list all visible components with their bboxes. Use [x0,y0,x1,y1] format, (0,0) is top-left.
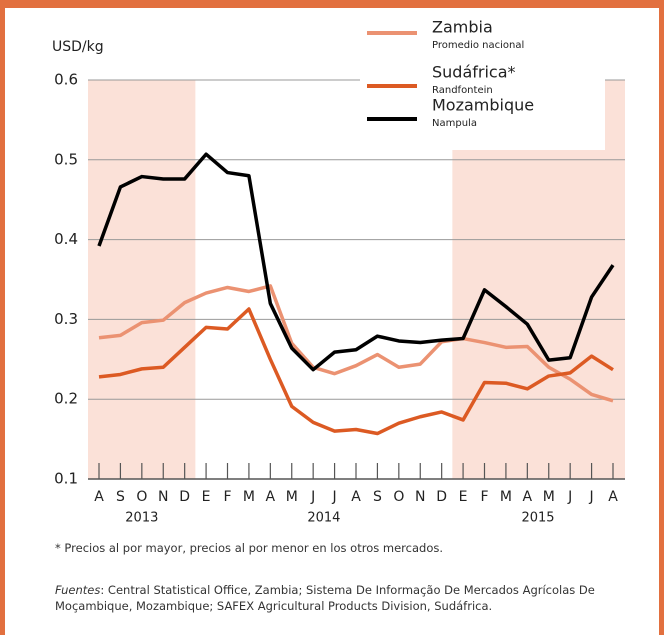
x-tick-label: N [415,489,425,505]
y-tick-label: 0.3 [54,310,78,328]
legend-note: Nampula [432,118,477,129]
x-tick-label: F [480,489,488,505]
x-tick-label: S [116,489,125,505]
year-label: 2014 [307,511,340,526]
x-tick-label: F [223,489,231,505]
legend-label: Mozambique [432,96,534,115]
source: Fuentes: Central Statistical Office, Zam… [55,582,645,614]
x-tick-label: S [373,489,382,505]
year-label: 2015 [521,511,554,526]
y-tick-label: 0.5 [54,150,78,168]
x-tick-label: J [567,489,572,505]
legend-label: Zambia [432,18,493,37]
x-tick-label: A [351,489,361,505]
y-axis-label: USD/kg [52,39,104,55]
x-tick-label: M [286,489,298,505]
series-line [98,284,614,403]
legend-note: Promedio nacional [432,40,524,51]
x-tick-label: A [608,489,618,505]
source-label: Fuentes [55,583,101,597]
source-text: : Central Statistical Office, Zambia; Si… [55,583,595,613]
footnote: * Precios al por mayor, precios al por m… [55,541,443,555]
y-tick-label: 0.1 [54,470,78,488]
x-tick-label: D [179,489,190,505]
x-tick-label: J [589,489,594,505]
x-tick-label: D [436,489,447,505]
x-tick-label: E [459,489,468,505]
x-tick-label: A [523,489,533,505]
series-line [98,307,614,436]
year-label: 2013 [125,511,158,526]
x-tick-label: A [266,489,276,505]
legend-note: Randfontein [432,85,493,96]
series-line [97,152,615,372]
x-tick-label: J [310,489,315,505]
y-tick-label: 0.2 [54,390,78,408]
year-shade [88,80,196,479]
x-tick-label: N [158,489,168,505]
x-tick-label: M [543,489,555,505]
y-tick-label: 0.4 [54,230,78,248]
x-tick-label: A [94,489,104,505]
legend-label: Sudáfrica* [432,63,516,82]
x-tick-label: O [136,489,147,505]
x-tick-label: M [243,489,255,505]
x-tick-label: E [202,489,211,505]
x-tick-label: O [393,489,404,505]
x-tick-label: J [332,489,337,505]
x-tick-label: M [500,489,512,505]
y-tick-label: 0.6 [54,71,78,89]
